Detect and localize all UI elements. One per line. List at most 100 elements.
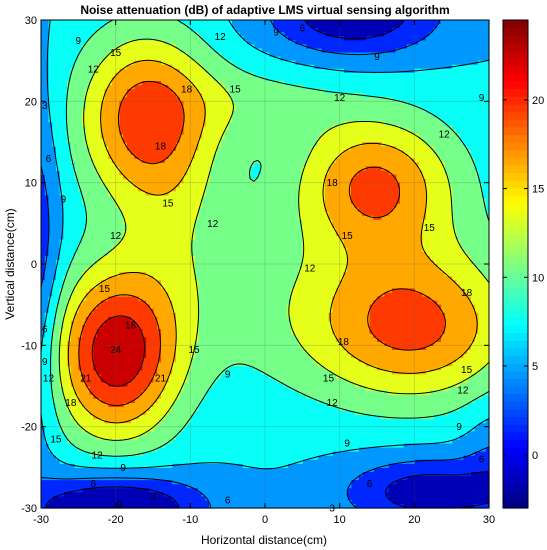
contour-label: 3: [42, 101, 48, 112]
contour-label: 12: [304, 264, 316, 275]
colorbar-segment: [503, 111, 528, 120]
contour-label: 15: [189, 345, 201, 356]
y-tick-label: 10: [25, 178, 37, 190]
contour-label: 12: [457, 386, 469, 397]
colorbar-segment: [503, 233, 528, 242]
contour-band-4: [52, 20, 490, 456]
colorbar-segment: [503, 462, 528, 471]
colorbar-segment: [503, 65, 528, 74]
colorbar-segment: [503, 42, 528, 52]
contour-label: 15: [110, 48, 122, 59]
contour-label: 6: [479, 455, 485, 466]
contour-label: 21: [80, 373, 92, 384]
contour-line-3: [40, 19, 490, 509]
y-axis-label: Vertical distance(cm): [3, 208, 17, 319]
colorbar-segment: [503, 172, 528, 181]
contour-label: 18: [338, 337, 350, 348]
contour-label: 6: [46, 154, 52, 165]
contour-label: 9: [374, 52, 380, 63]
contour-label: 15: [323, 373, 335, 384]
colorbar-segment: [503, 309, 528, 318]
colorbar-segment: [503, 126, 528, 135]
colorbar-segment: [503, 119, 528, 128]
colorbar-segment: [503, 485, 528, 494]
colorbar-segment: [503, 164, 528, 174]
colorbar-segment: [503, 363, 528, 372]
contour-label: 9: [76, 36, 82, 47]
colorbar-segment: [503, 210, 528, 219]
contour-label: 15: [162, 199, 174, 210]
colorbar-segment: [503, 431, 528, 440]
contour-label: 6: [367, 479, 373, 490]
y-tick-label: -10: [21, 340, 37, 352]
y-tick-label: 30: [25, 15, 37, 27]
contour-label: 3: [329, 504, 335, 515]
contour-label: 6: [225, 495, 231, 506]
colorbar-segment: [503, 225, 528, 235]
colorbar-segment: [503, 96, 528, 105]
colorbar-segment: [503, 218, 528, 227]
contour-line-18: [78, 80, 446, 406]
colorbar-tick-label: 0: [532, 450, 538, 462]
contour-band-8: [93, 316, 147, 387]
colorbar-segment: [503, 271, 528, 280]
contour-label: 9: [273, 28, 279, 39]
contour-label: 12: [327, 398, 339, 409]
colorbar-segment: [503, 73, 528, 82]
contour-label: 15: [424, 223, 436, 234]
contour-band-5: [59, 40, 490, 440]
x-tick-label: -20: [108, 514, 124, 526]
colorbar-tick-label: 10: [532, 272, 544, 284]
colorbar-segment: [503, 408, 528, 418]
y-tick-label: -30: [21, 503, 37, 515]
colorbar-segment: [503, 370, 528, 379]
contour-label: 9: [456, 422, 462, 433]
colorbar-segment: [503, 454, 528, 463]
contour-label: 6: [90, 479, 96, 490]
contour-label: 12: [207, 219, 219, 230]
x-tick-label: 20: [408, 514, 420, 526]
contour-label: 12: [215, 32, 227, 43]
grid-lines: [41, 20, 489, 508]
colorbar-segment: [503, 20, 528, 29]
contour-label: 18: [327, 178, 339, 189]
x-tick-label: 0: [262, 514, 268, 526]
contour-line-15: [67, 59, 478, 424]
colorbar-segment: [503, 279, 528, 288]
colorbar-segment: [503, 81, 528, 90]
contour-line-6: [40, 19, 490, 470]
contour-label: 9: [120, 463, 126, 474]
colorbar-segment: [503, 355, 528, 364]
colorbar-segment: [503, 500, 528, 509]
contour-label: 24: [110, 345, 122, 356]
x-tick-label: -10: [182, 514, 198, 526]
colorbar-ticks: 0 5 10 15 20: [503, 95, 544, 462]
contour-line-0: [45, 19, 490, 509]
colorbar: [502, 19, 529, 509]
colorbar-segment: [503, 325, 528, 334]
contour-labels: 9 12 15 18 15 12 9 6 9 9 12 12 18 15 12 9 6 3 12 18 15 15 12 18…: [42, 24, 485, 515]
colorbar-segment: [503, 477, 528, 486]
colorbar-segment: [503, 149, 528, 158]
colorbar-segment: [503, 241, 528, 250]
y-tick-label: 0: [31, 259, 37, 271]
x-tick-label: 10: [334, 514, 346, 526]
contour-label: 9: [225, 369, 231, 380]
contour-band-3: [41, 20, 490, 468]
colorbar-segment: [503, 416, 528, 425]
colorbar-tick-label: 15: [532, 184, 544, 196]
colorbar-segment: [503, 27, 528, 36]
colorbar-segment: [503, 264, 528, 273]
colorbar-segment: [503, 469, 528, 479]
colorbar-segment: [503, 180, 528, 189]
colorbar-segment: [503, 302, 528, 311]
colorbar-segment: [503, 424, 528, 433]
contour-label: 12: [110, 231, 122, 242]
contour-label: 15: [50, 434, 62, 445]
colorbar-segment: [503, 142, 528, 151]
contour-label: 18: [181, 85, 193, 96]
contour-label: 6: [42, 325, 48, 336]
colorbar-segment: [503, 294, 528, 303]
